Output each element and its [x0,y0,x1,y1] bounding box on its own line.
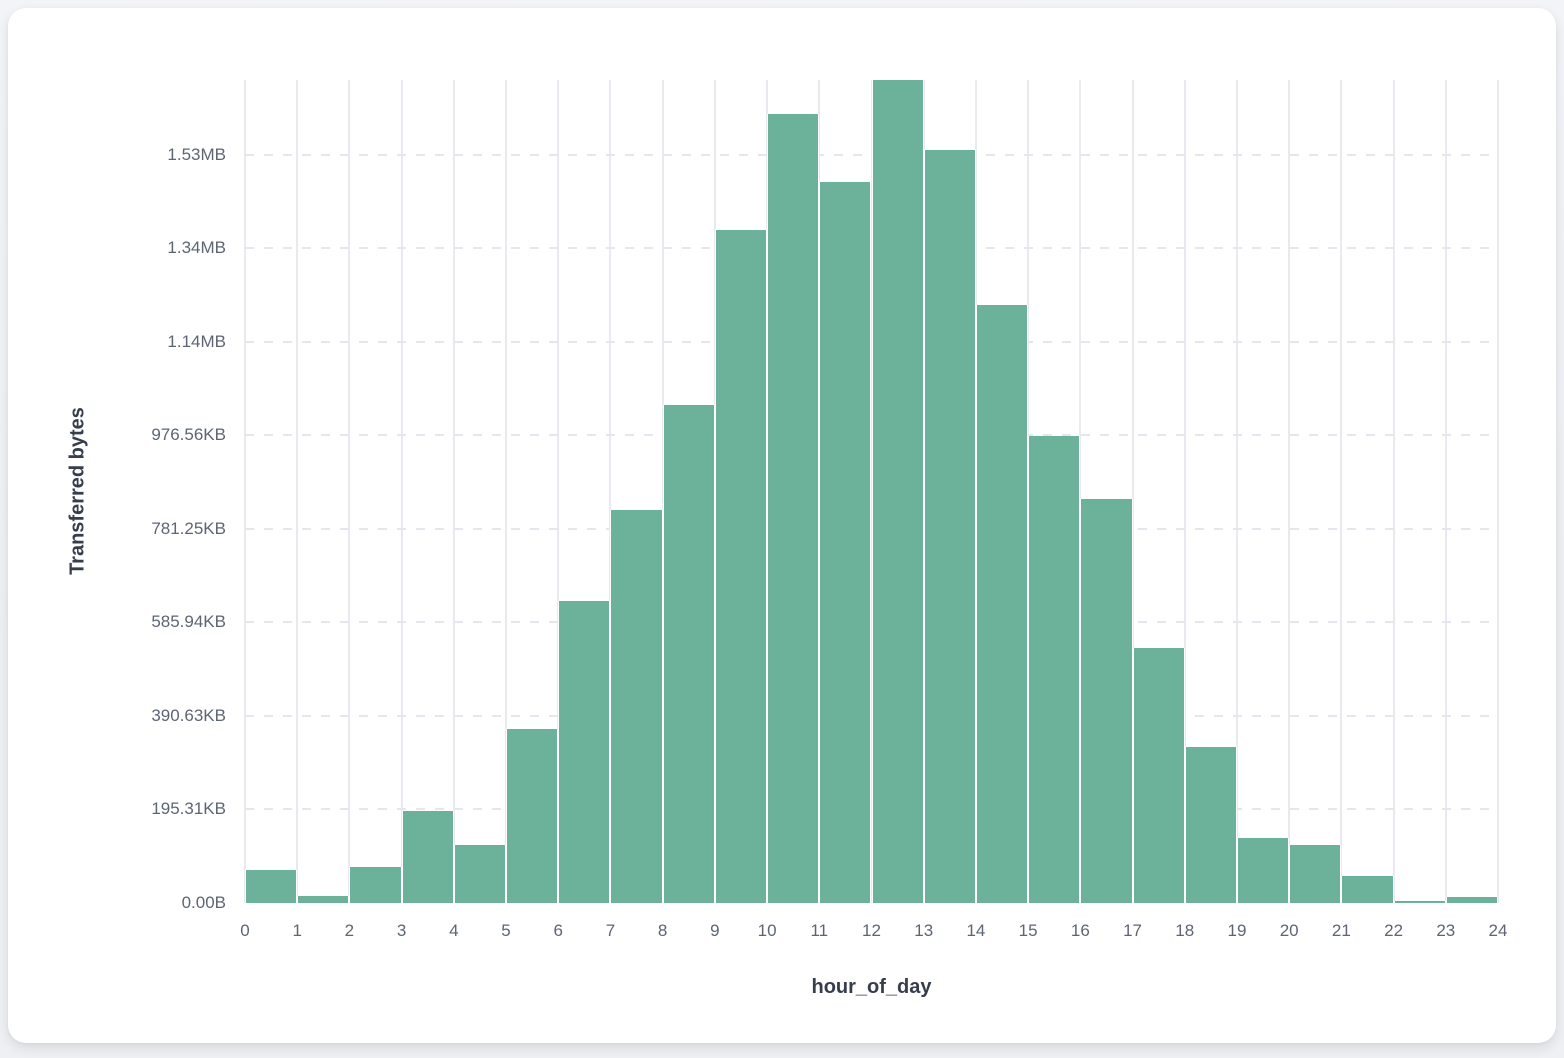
x-tick-label: 21 [1331,921,1351,940]
x-tick-label: 9 [710,921,720,940]
vertical-gridline [609,80,612,903]
y-tick-label: 195.31KB [151,799,226,819]
x-axis-title: hour_of_day [811,976,932,998]
vertical-gridline [1079,80,1082,903]
x-tick-label: 17 [1123,921,1142,940]
vertical-gridline [348,80,351,903]
vertical-gridline [1288,80,1291,903]
vertical-gridline [1497,80,1499,903]
histogram-bar-hour-0[interactable] [245,870,298,903]
chart-card: Transferred bytes 0.00B 195.31KB 390.63KB 5… [8,8,1556,1043]
histogram-bar-hour-12[interactable] [871,80,924,903]
histogram-bar-hour-7[interactable] [610,509,663,903]
vertical-gridline [1235,80,1238,903]
histogram-bar-hour-2[interactable] [349,866,402,903]
x-tick-label: 14 [966,921,986,940]
histogram-bar-hour-11[interactable] [819,181,872,903]
histogram-bar-hour-20[interactable] [1289,844,1342,903]
x-tick-label: 0 [240,921,250,940]
x-tick-label: 7 [605,921,616,940]
x-tick-label: 5 [501,921,511,940]
vertical-gridline [296,80,299,903]
histogram-bar-hour-18[interactable] [1184,746,1237,903]
histogram-bar-hour-10[interactable] [767,113,820,903]
histogram-bar-hour-8[interactable] [662,404,715,903]
y-tick-label: 1.14MB [167,331,226,351]
vertical-gridline [505,80,508,903]
vertical-gridline [1392,80,1395,903]
x-tick-label: 20 [1279,921,1299,940]
histogram-bar-hour-6[interactable] [558,601,611,903]
histogram-bar-hour-22[interactable] [1393,901,1446,903]
vertical-gridline [1131,80,1134,903]
y-tick-label: 781.25KB [151,518,226,538]
vertical-gridline [557,80,560,903]
histogram-bar-hour-13[interactable] [923,149,976,903]
histogram-bar-hour-15[interactable] [1028,435,1081,903]
histogram-bar-hour-3[interactable] [401,811,454,903]
y-tick-label: 585.94KB [151,612,226,632]
x-tick-label: 10 [757,921,777,940]
y-tick-label: 1.34MB [167,238,226,258]
y-tick-label: 390.63KB [151,705,226,725]
vertical-gridline [452,80,455,903]
y-axis-tick-labels: 0.00B 195.31KB 390.63KB 585.94KB 781.25KB 976… [68,80,226,912]
x-tick-label: 3 [396,921,407,940]
histogram-bar-hour-1[interactable] [297,896,350,903]
plot-area [244,80,1499,903]
vertical-gridline [1444,80,1447,903]
x-tick-label: 23 [1436,921,1456,940]
vertical-gridline [1183,80,1186,903]
x-tick-label: 11 [810,921,829,940]
x-tick-label: 13 [914,921,934,940]
x-tick-label: 22 [1384,921,1404,940]
vertical-gridline [244,80,246,903]
histogram-bar-hour-17[interactable] [1132,648,1185,903]
x-tick-label: 24 [1488,921,1508,940]
x-tick-label: 15 [1018,921,1038,940]
histogram-bar-hour-14[interactable] [975,305,1029,903]
histogram-bar-hour-9[interactable] [714,229,768,903]
y-tick-label: 976.56KB [151,425,226,445]
x-tick-label: 1 [292,921,302,940]
x-tick-label: 8 [657,921,668,940]
x-tick-label: 4 [449,921,459,940]
x-tick-label: 19 [1227,921,1247,940]
x-tick-label: 16 [1070,921,1090,940]
y-tick-label: 0.00B [181,893,226,912]
histogram-bar-hour-5[interactable] [506,729,559,903]
histogram-bar-hour-16[interactable] [1080,498,1133,903]
histogram-bar-hour-21[interactable] [1341,876,1394,903]
x-tick-label: 6 [553,921,563,940]
histogram-bar-hour-23[interactable] [1445,896,1498,903]
x-axis-tick-labels: 0 1 2 3 4 5 6 7 8 9 10 11 12 13 14 15 16 17 18 19 20 21 22 23 24 [240,918,1507,944]
histogram-bar-hour-19[interactable] [1236,837,1290,903]
vertical-gridline [400,80,403,903]
x-tick-label: 12 [862,921,881,940]
y-tick-label: 1.53MB [167,144,226,164]
histogram-bar-hour-4[interactable] [453,844,507,903]
vertical-gridline [1340,80,1343,903]
x-tick-label: 2 [344,921,355,940]
x-tick-label: 18 [1175,921,1195,940]
